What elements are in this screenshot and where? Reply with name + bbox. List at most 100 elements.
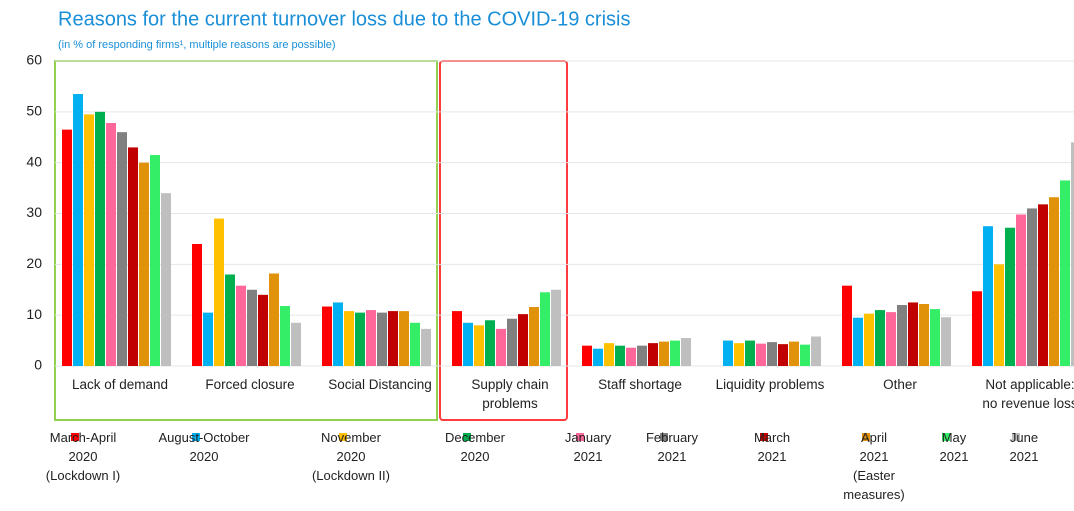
legend-label: August-October 2020	[158, 430, 250, 464]
bar	[994, 264, 1004, 366]
bar	[518, 314, 528, 366]
bar	[941, 317, 951, 366]
bar	[410, 322, 420, 366]
bar	[789, 341, 799, 366]
bar	[388, 311, 398, 366]
x-tick-label: Other	[883, 377, 917, 392]
bar	[150, 155, 160, 366]
bar	[811, 336, 821, 366]
bar	[258, 294, 268, 366]
bar	[670, 340, 680, 366]
legend-swatch	[1012, 433, 1020, 441]
bar	[800, 344, 810, 366]
bar	[930, 309, 940, 366]
bar	[463, 322, 473, 366]
bar	[648, 343, 658, 366]
bar	[322, 306, 332, 366]
bar	[139, 162, 149, 366]
bar	[756, 343, 766, 366]
bar	[842, 285, 852, 366]
chart-title: Reasons for the current turnover loss du…	[58, 8, 630, 30]
legend-swatch	[660, 433, 668, 441]
bar	[1049, 197, 1059, 366]
y-tick-label: 60	[26, 52, 42, 68]
legend-label: January 2021	[564, 430, 612, 464]
bar	[875, 310, 885, 366]
bar	[1005, 227, 1015, 366]
legend-swatch	[760, 433, 768, 441]
bar	[355, 312, 365, 366]
x-tick-label: Supply chain problems	[471, 377, 549, 411]
y-tick-label: 30	[26, 204, 42, 220]
bar	[886, 312, 896, 366]
bar	[1071, 142, 1074, 366]
bar	[95, 111, 105, 366]
x-tick-label: Not applicable: no revenue loss	[982, 377, 1074, 411]
bar	[247, 289, 257, 366]
y-tick-label: 20	[26, 255, 42, 271]
y-tick-label: 50	[26, 103, 42, 119]
bar	[745, 340, 755, 366]
y-tick-label: 0	[34, 357, 42, 373]
y-tick-label: 40	[26, 153, 42, 169]
bar	[507, 318, 517, 366]
legend-label: March-April 2020 (Lockdown I)	[45, 430, 121, 483]
bar	[214, 218, 224, 366]
bar	[864, 313, 874, 366]
bar	[366, 310, 376, 366]
bar	[734, 343, 744, 366]
bar	[1016, 214, 1026, 366]
legend-label: June 2021	[1009, 430, 1039, 464]
x-tick-label: Social Distancing	[328, 377, 432, 392]
bar	[344, 311, 354, 366]
bar	[626, 347, 636, 366]
bar	[908, 302, 918, 366]
bar	[593, 348, 603, 366]
bar	[421, 328, 431, 366]
chart-subtitle: (in % of responding firms¹, multiple rea…	[58, 39, 336, 51]
legend-label: March 2021	[753, 430, 791, 464]
bar	[128, 147, 138, 366]
bar	[1027, 208, 1037, 366]
bar	[551, 289, 561, 366]
x-tick-label: Liquidity problems	[715, 377, 825, 392]
x-tick-label: Forced closure	[205, 377, 295, 392]
legend-swatch	[942, 433, 950, 441]
bar	[377, 312, 387, 366]
bar	[972, 291, 982, 366]
legend-label: December 2020	[445, 430, 505, 464]
legend-label: May 2021	[939, 430, 969, 464]
bar	[192, 244, 202, 366]
bar	[452, 311, 462, 366]
bar	[615, 345, 625, 366]
bar	[853, 317, 863, 366]
bar	[778, 344, 788, 366]
bar	[496, 328, 506, 366]
x-tick-label: Lack of demand	[71, 377, 169, 392]
bar	[1060, 180, 1070, 366]
bar	[485, 320, 495, 366]
bar	[236, 285, 246, 366]
x-tick-label: Staff shortage	[598, 377, 682, 392]
bar	[919, 303, 929, 366]
bar	[582, 345, 592, 366]
bar	[291, 322, 301, 366]
bar	[1038, 204, 1048, 366]
bar	[540, 292, 550, 366]
bar	[637, 345, 647, 366]
bar	[280, 306, 290, 366]
bar	[983, 226, 993, 366]
legend-swatch	[192, 433, 200, 441]
bar	[269, 273, 279, 366]
bar	[62, 129, 72, 366]
bar	[681, 338, 691, 366]
legend-swatch	[463, 433, 471, 441]
bar	[529, 307, 539, 366]
bar	[225, 274, 235, 366]
bar	[399, 311, 409, 366]
legend-swatch	[576, 433, 584, 441]
bar	[333, 302, 343, 366]
legend-swatch	[862, 433, 870, 441]
